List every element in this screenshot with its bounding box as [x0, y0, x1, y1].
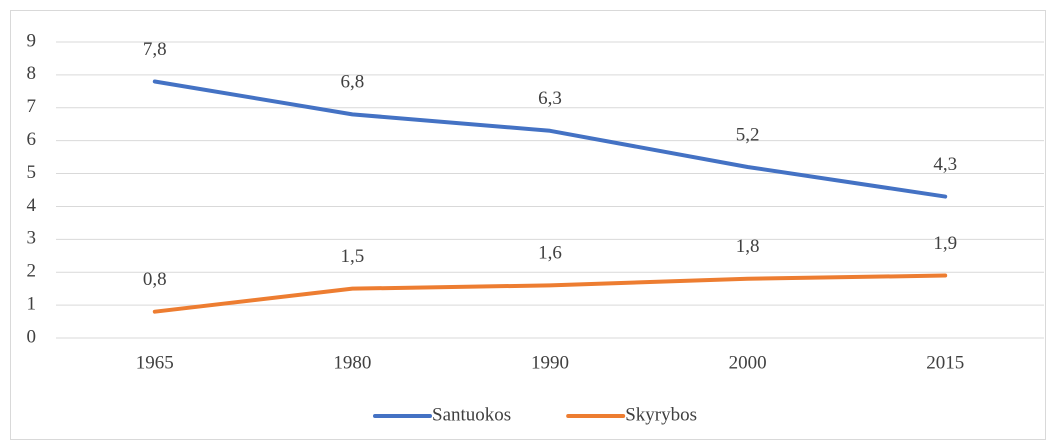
data-label: 1,5 [341, 246, 365, 267]
y-tick-label: 1 [27, 293, 37, 314]
y-tick-label: 3 [27, 228, 37, 249]
y-tick-label: 4 [27, 195, 37, 216]
data-label: 6,8 [341, 72, 365, 93]
data-label: 7,8 [143, 39, 167, 60]
data-label: 0,8 [143, 269, 167, 290]
data-label: 1,8 [736, 236, 760, 257]
y-tick-label: 9 [27, 30, 37, 51]
chart-border [10, 10, 1046, 440]
series-line [152, 79, 948, 199]
x-tick-label: 2015 [926, 352, 964, 373]
data-label: 6,3 [538, 88, 562, 109]
y-tick-label: 0 [27, 326, 37, 347]
data-label: 1,9 [933, 233, 957, 254]
y-tick-label: 6 [27, 129, 37, 150]
y-tick-label: 7 [27, 96, 37, 117]
legend-label: Skyrybos [625, 404, 697, 425]
x-tick-label: 1980 [333, 352, 371, 373]
y-tick-label: 8 [27, 63, 37, 84]
x-tick-label: 2000 [729, 352, 767, 373]
data-label: 4,3 [933, 154, 957, 175]
data-label: 1,6 [538, 243, 562, 264]
y-tick-label: 5 [27, 162, 37, 183]
x-tick-label: 1965 [136, 352, 174, 373]
y-tick-label: 2 [27, 261, 37, 282]
x-tick-label: 1990 [531, 352, 569, 373]
legend-label: Santuokos [432, 404, 511, 425]
data-label: 5,2 [736, 124, 760, 145]
series-line [152, 273, 948, 314]
